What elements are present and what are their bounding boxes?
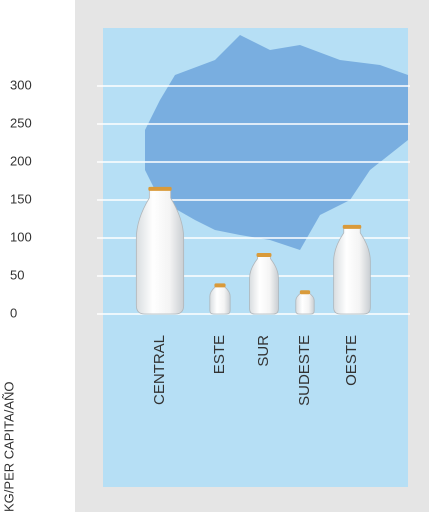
bottle [333,225,371,315]
y-tick-label: 0 [10,305,17,320]
x-tick-label: SUR [255,335,272,367]
bottle [209,283,231,315]
bottle-cap [256,252,272,257]
x-tick-label: CENTRAL [151,335,168,405]
y-tick-label: 150 [10,191,32,206]
y-tick-label: 200 [10,153,32,168]
map-silhouette [145,35,408,250]
bottle-cap [299,290,311,295]
bottle-cap [342,224,362,229]
x-tick-label: ESTE [211,335,228,374]
bottle-cap [214,283,226,288]
y-tick-label: 300 [10,77,32,92]
x-tick-label: SUDESTE [296,335,313,406]
y-tick-label: 250 [10,115,32,130]
y-axis-label: KG/PER CAPITA/AÑO [1,381,16,512]
x-tick-label: OESTE [343,335,360,386]
bottle [249,253,279,315]
bottle [295,290,315,315]
y-tick-label: 50 [10,267,24,282]
bottle [135,187,185,315]
bottle-cap [148,186,172,191]
y-tick-label: 100 [10,229,32,244]
